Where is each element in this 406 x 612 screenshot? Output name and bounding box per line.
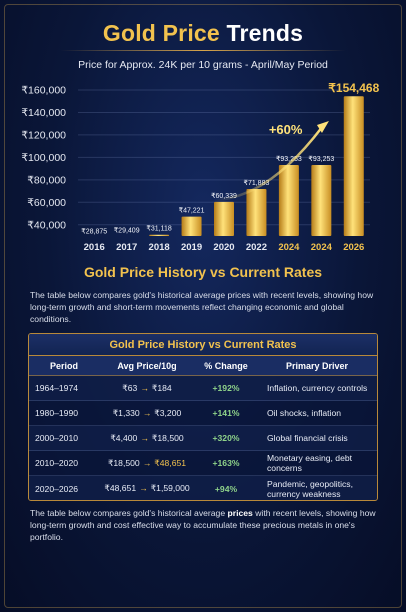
x-tick-label: 2022 xyxy=(246,242,267,253)
header-period: Period xyxy=(49,361,78,371)
bar xyxy=(149,234,170,236)
bar xyxy=(246,188,267,236)
table-title: Gold Price History vs Current Rates xyxy=(29,334,377,356)
x-tick-label: 2017 xyxy=(116,242,137,253)
bar-value-label: ₹71,883 xyxy=(244,179,270,187)
arrow-icon: → xyxy=(142,457,152,468)
page-title: Gold Price Trends xyxy=(0,20,406,47)
table-row: 2010–2020 ₹18,500 → ₹48,651 +163% Moneta… xyxy=(29,451,377,476)
cell-avg-price: ₹4,400 → ₹18,500 xyxy=(99,433,195,444)
x-tick-label: 2019 xyxy=(181,242,202,253)
x-tick-label: 2020 xyxy=(213,242,234,253)
title-white-part: Trends xyxy=(226,20,304,46)
bar xyxy=(311,164,332,236)
bar xyxy=(214,201,234,236)
bar-value-label: ₹31,118 xyxy=(146,225,171,233)
growth-annotation: +60% xyxy=(269,122,303,137)
bar xyxy=(181,216,202,236)
cell-change: +163% xyxy=(212,458,240,468)
bar-value-label: ₹154,468 xyxy=(328,81,379,95)
cell-avg-price: ₹63 → ₹184 xyxy=(99,383,195,394)
y-tick-label: ₹100,000 xyxy=(21,152,66,164)
header-change: % Change xyxy=(204,361,248,371)
title-divider xyxy=(60,50,346,51)
cell-period: 2020–2026 xyxy=(35,483,79,494)
price-to: ₹1,59,000 xyxy=(150,483,190,493)
x-tick-label: 2016 xyxy=(84,242,105,253)
cell-driver: Monetary easing, debt concerns xyxy=(267,453,353,473)
price-from: ₹18,500 xyxy=(107,457,140,468)
price-from: ₹63 xyxy=(122,382,138,393)
y-tick-label: ₹80,000 xyxy=(27,174,66,186)
cell-driver: Global financial crisis xyxy=(267,433,348,443)
price-from: ₹48,651 xyxy=(104,483,137,493)
y-tick-label: ₹140,000 xyxy=(21,107,66,119)
table-row: 1980–1990 ₹1,330 → ₹3,200 +141% Oil shoc… xyxy=(29,401,377,426)
arrow-icon: → xyxy=(139,483,148,493)
bar-value-label: ₹93,253 xyxy=(276,155,302,163)
table-row: 2000–2010 ₹4,400 → ₹18,500 +320% Global … xyxy=(29,426,377,451)
price-from: ₹4,400 xyxy=(110,432,138,443)
arrow-icon: → xyxy=(140,432,149,443)
cell-avg-price: ₹48,651 → ₹1,59,000 xyxy=(99,483,195,494)
growth-arrow-head-icon xyxy=(316,120,329,133)
price-to: ₹3,200 xyxy=(154,407,182,418)
price-to: ₹184 xyxy=(151,382,172,393)
arrow-icon: → xyxy=(142,407,152,418)
price-bar-chart: ₹40,000 ₹60,000 ₹80,000 ₹100,000 ₹120,000 ₹14… xyxy=(21,81,379,253)
x-tick-label: 2024 xyxy=(278,242,300,253)
cell-driver: Oil shocks, inflation xyxy=(267,408,342,418)
section-title: Gold Price History vs Current Rates xyxy=(83,264,323,280)
page-frame xyxy=(4,4,402,608)
header-driver: Primary Driver xyxy=(285,361,349,371)
y-tick-label: ₹60,000 xyxy=(27,197,66,209)
y-tick-label: ₹160,000 xyxy=(21,85,66,97)
cell-period: 2000–2010 xyxy=(35,433,79,443)
cell-driver: Pandemic, geopolitics, currency weakness xyxy=(267,478,353,499)
bar-value-label: ₹47,221 xyxy=(179,207,205,215)
cell-period: 1964–1974 xyxy=(35,383,79,393)
cell-change: +141% xyxy=(212,408,240,418)
chart-subtitle: Price for Approx. 24K per 10 grams - Apr… xyxy=(78,59,328,71)
table-row: 2020–2026 ₹48,651 → ₹1,59,000 +94% Pande… xyxy=(29,476,377,500)
bar-value-label: ₹93,253 xyxy=(308,155,334,163)
price-to: ₹48,651 xyxy=(154,457,187,468)
intro-paragraph: The table below compares gold's historic… xyxy=(30,290,374,324)
growth-arrow-line xyxy=(214,125,324,202)
price-from: ₹1,330 xyxy=(112,407,140,418)
footer-paragraph: The table below compares gold's historic… xyxy=(30,507,380,543)
arrow-icon: → xyxy=(140,382,149,393)
bar-value-label: ₹28,875 xyxy=(81,227,107,235)
y-tick-label: ₹40,000 xyxy=(27,219,66,231)
bar xyxy=(343,96,364,236)
cell-period: 1980–1990 xyxy=(35,408,79,418)
title-gold-part: Gold Price xyxy=(102,20,220,46)
price-to: ₹18,500 xyxy=(151,432,184,443)
cell-avg-price: ₹1,330 → ₹3,200 xyxy=(99,408,195,419)
table-header: Period Avg Price/10g % Change Primary Dr… xyxy=(29,356,377,376)
cell-avg-price: ₹18,500 → ₹48,651 xyxy=(99,458,195,469)
footer-text-start: The table below compares gold's historic… xyxy=(30,508,228,518)
table-body: 1964–1974 ₹63 → ₹184 +192% Inflation, cu… xyxy=(29,376,377,500)
history-table: Gold Price History vs Current Rates Peri… xyxy=(28,333,378,501)
footer-text-bold: prices xyxy=(227,508,253,518)
bar-value-label: ₹60,339 xyxy=(211,192,237,200)
cell-change: +192% xyxy=(212,383,240,393)
cell-change: +94% xyxy=(214,483,238,494)
cell-driver: Inflation, currency controls xyxy=(267,383,368,393)
x-tick-label: 2024 xyxy=(311,242,333,253)
x-tick-label: 2026 xyxy=(343,242,364,253)
cell-period: 2010–2020 xyxy=(35,458,79,468)
header-avg-price: Avg Price/10g xyxy=(117,361,177,371)
footer-text-end: with recent levels, showing how long-ter… xyxy=(30,508,376,542)
bar-value-label: ₹29,409 xyxy=(114,227,140,235)
cell-change: +320% xyxy=(212,433,240,443)
bar xyxy=(278,164,299,236)
y-tick-label: ₹120,000 xyxy=(21,129,66,141)
x-tick-label: 2018 xyxy=(149,242,170,253)
table-row: 1964–1974 ₹63 → ₹184 +192% Inflation, cu… xyxy=(29,376,377,401)
